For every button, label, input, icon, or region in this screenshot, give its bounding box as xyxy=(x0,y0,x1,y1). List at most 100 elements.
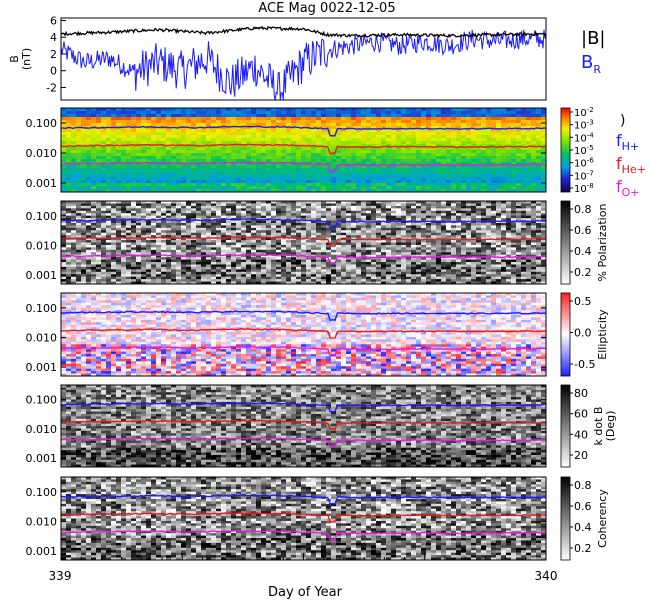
heatmap-cell xyxy=(76,159,82,163)
heatmap-cell xyxy=(361,244,367,248)
heatmap-cell xyxy=(121,123,127,127)
heatmap-cell xyxy=(151,189,157,193)
heatmap-cell xyxy=(161,262,167,265)
heatmap-cell xyxy=(536,132,542,136)
heatmap-cell xyxy=(126,153,132,157)
heatmap-cell xyxy=(171,279,177,282)
heatmap-cell xyxy=(466,141,472,145)
heatmap-cell xyxy=(446,174,452,178)
heatmap-cell xyxy=(81,135,87,139)
heatmap-cell xyxy=(246,244,252,248)
heatmap-cell xyxy=(371,244,377,248)
heatmap-cell xyxy=(246,144,252,148)
heatmap-cell xyxy=(326,281,332,285)
heatmap-cell xyxy=(196,235,202,239)
heatmap-cell xyxy=(71,252,77,256)
heatmap-cell xyxy=(396,120,402,124)
heatmap-cell xyxy=(296,138,302,142)
heatmap-cell xyxy=(276,244,282,248)
y-tick-label: 0.010 xyxy=(26,147,58,160)
heatmap-cell xyxy=(356,213,362,217)
heatmap-cell xyxy=(61,252,67,256)
heatmap-cell xyxy=(341,266,347,270)
heatmap-cell xyxy=(81,183,87,187)
heatmap-cell xyxy=(181,120,187,124)
heatmap-cell xyxy=(206,249,212,253)
heatmap-cell xyxy=(486,123,492,127)
heatmap-cell xyxy=(321,138,327,142)
heatmap-cell xyxy=(181,189,187,193)
heatmap-cell xyxy=(356,266,362,270)
heatmap-cell xyxy=(481,153,487,157)
heatmap-cell xyxy=(251,264,257,268)
heatmap-cell xyxy=(381,276,387,280)
heatmap-cell xyxy=(121,153,127,157)
heatmap-cell xyxy=(356,218,362,221)
heatmap-cell xyxy=(296,108,302,112)
heatmap-cell xyxy=(186,135,192,139)
heatmap-cell xyxy=(376,132,382,136)
heatmap-cell xyxy=(421,168,427,172)
heatmap-cell xyxy=(116,252,122,256)
heatmap-cell xyxy=(366,225,372,229)
heatmap-cell xyxy=(396,147,402,151)
heatmap-cell xyxy=(506,171,512,175)
heatmap-cell xyxy=(291,262,297,265)
heatmap-cell xyxy=(161,266,167,270)
heatmap-cell xyxy=(306,247,312,251)
heatmap-cell xyxy=(256,201,262,204)
heatmap-cell xyxy=(136,123,142,127)
heatmap-cell xyxy=(171,132,177,136)
heatmap-cell xyxy=(91,156,97,160)
heatmap-cell xyxy=(491,147,497,151)
heatmap-cell xyxy=(186,249,192,253)
heatmap-cell xyxy=(161,201,167,204)
heatmap-cell xyxy=(291,244,297,248)
heatmap-cell xyxy=(386,189,392,193)
heatmap-cell xyxy=(146,257,152,260)
heatmap-cell xyxy=(126,183,132,187)
heatmap-cell xyxy=(126,162,132,166)
heatmap-cell xyxy=(511,141,517,145)
heatmap-cell xyxy=(381,165,387,169)
heatmap-cell xyxy=(141,269,147,273)
heatmap-cell xyxy=(76,262,82,265)
heatmap-cell xyxy=(356,257,362,260)
heatmap-cell xyxy=(146,242,152,246)
heatmap-cell xyxy=(141,183,147,187)
heatmap-cell xyxy=(76,150,82,154)
heatmap-cell xyxy=(181,240,187,243)
heatmap-cell xyxy=(306,269,312,273)
heatmap-cell xyxy=(166,183,172,187)
heatmap-cell xyxy=(316,227,322,231)
heatmap-cell xyxy=(66,111,72,115)
heatmap-cell xyxy=(476,162,482,166)
heatmap-cell xyxy=(251,232,257,236)
heatmap-cell xyxy=(466,138,472,142)
heatmap-cell xyxy=(116,244,122,248)
heatmap-cell xyxy=(536,141,542,145)
heatmap-cell xyxy=(116,215,122,219)
heatmap-cell xyxy=(371,147,377,151)
heatmap-cell xyxy=(171,162,177,166)
heatmap-cell xyxy=(541,144,547,148)
heatmap-cell xyxy=(381,129,387,133)
heatmap-cell xyxy=(71,132,77,136)
heatmap-cell xyxy=(131,254,137,258)
heatmap-cell xyxy=(496,120,502,124)
heatmap-cell xyxy=(201,244,207,248)
heatmap-cell xyxy=(201,120,207,124)
heatmap-cell xyxy=(311,120,317,124)
heatmap-cell xyxy=(376,162,382,166)
heatmap-cell xyxy=(511,162,517,166)
heatmap-cell xyxy=(341,165,347,169)
heatmap-cell xyxy=(281,220,287,224)
heatmap-cell xyxy=(176,117,182,121)
heatmap-cell xyxy=(176,237,182,241)
heatmap-cell xyxy=(261,274,267,278)
heatmap-cell xyxy=(216,123,222,127)
heatmap-cell xyxy=(81,171,87,175)
heatmap-cell xyxy=(386,120,392,124)
heatmap-cell xyxy=(511,165,517,169)
heatmap-cell xyxy=(136,281,142,285)
